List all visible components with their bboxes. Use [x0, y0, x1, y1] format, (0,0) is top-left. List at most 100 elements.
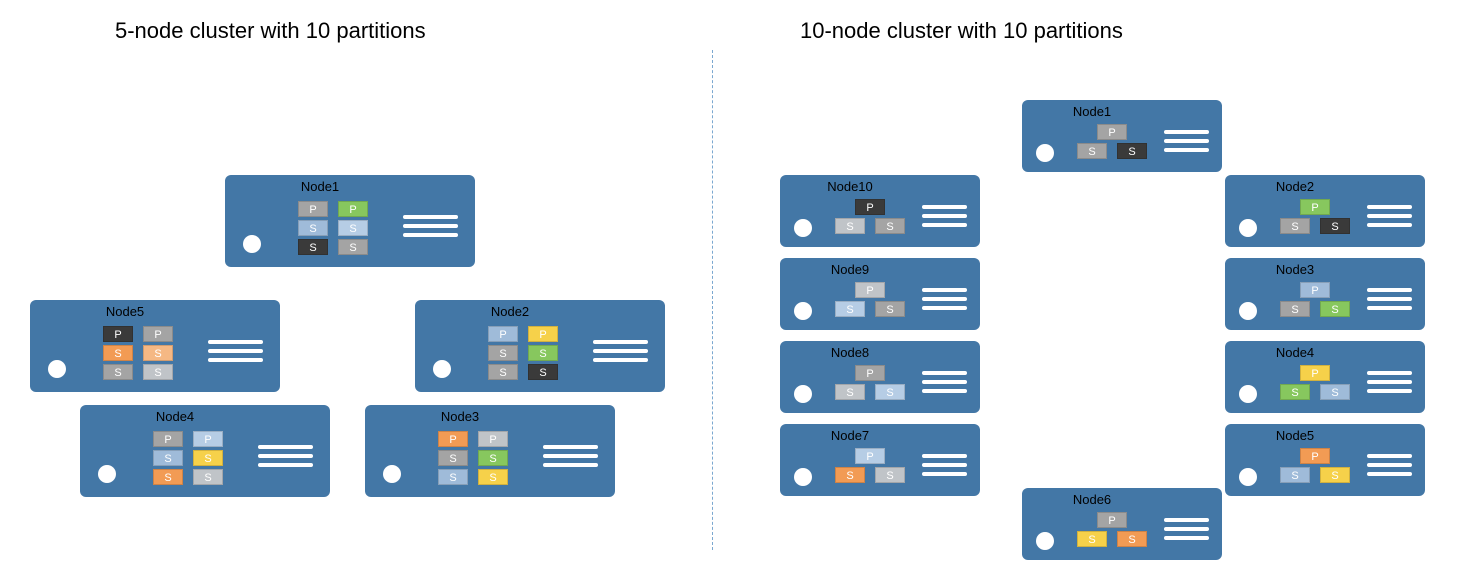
node-label: Node3	[365, 409, 555, 424]
node-drive-icon	[922, 454, 967, 476]
partition-cell: S	[835, 384, 865, 400]
partition-cell: P	[298, 201, 328, 217]
node-drive-icon	[922, 288, 967, 310]
right-node-r1: Node1PSS	[1022, 100, 1222, 172]
partition-cell: S	[528, 364, 558, 380]
node-drive-icon	[1164, 518, 1209, 540]
node-drive-icon	[543, 445, 598, 467]
partition-cell: S	[1320, 301, 1350, 317]
right-node-r3: Node3PSS	[1225, 258, 1425, 330]
node-indicator-icon	[243, 235, 261, 253]
node-label: Node5	[30, 304, 220, 319]
node-indicator-icon	[433, 360, 451, 378]
node-label: Node2	[1225, 179, 1365, 194]
node-drive-icon	[1367, 454, 1412, 476]
partition-cell: S	[1320, 384, 1350, 400]
node-drive-icon	[922, 205, 967, 227]
right-node-r7: Node7PSS	[780, 424, 980, 496]
partition-cell: S	[875, 301, 905, 317]
partition-cell: S	[103, 345, 133, 361]
node-indicator-icon	[1036, 532, 1054, 550]
partition-cell: S	[153, 469, 183, 485]
partition-cell: S	[1280, 218, 1310, 234]
node-label: Node9	[780, 262, 920, 277]
partition-cell: S	[153, 450, 183, 466]
node-drive-icon	[1367, 205, 1412, 227]
partition-cell: S	[835, 301, 865, 317]
partition-cell: P	[528, 326, 558, 342]
partition-cell: S	[1077, 531, 1107, 547]
node-label: Node4	[80, 409, 270, 424]
partition-cell: S	[193, 469, 223, 485]
partition-cell: S	[298, 220, 328, 236]
partition-cell: P	[1300, 199, 1330, 215]
partition-cell: S	[488, 345, 518, 361]
partition-cell: P	[103, 326, 133, 342]
node-indicator-icon	[794, 302, 812, 320]
node-drive-icon	[1367, 288, 1412, 310]
left-node-n3: Node3PPSSSS	[365, 405, 615, 497]
node-label: Node5	[1225, 428, 1365, 443]
left-node-n4: Node4PPSSSS	[80, 405, 330, 497]
right-node-r4: Node4 PSS	[1225, 341, 1425, 413]
node-label: Node10	[780, 179, 920, 194]
partition-cell: P	[1097, 512, 1127, 528]
node-indicator-icon	[1239, 219, 1257, 237]
partition-cell: P	[193, 431, 223, 447]
left-node-n1: Node1PPSSSS	[225, 175, 475, 267]
right-node-r10: Node10PSS	[780, 175, 980, 247]
partition-cell: S	[528, 345, 558, 361]
node-indicator-icon	[1239, 302, 1257, 320]
partition-cell: P	[855, 282, 885, 298]
partition-cell: S	[338, 220, 368, 236]
node-label: Node6	[1022, 492, 1162, 507]
node-drive-icon	[258, 445, 313, 467]
partition-cell: P	[1300, 282, 1330, 298]
partition-cell: S	[143, 345, 173, 361]
node-indicator-icon	[1036, 144, 1054, 162]
node-drive-icon	[1367, 371, 1412, 393]
partition-cell: S	[338, 239, 368, 255]
partition-cell: P	[1300, 365, 1330, 381]
right-node-r8: Node8PSS	[780, 341, 980, 413]
node-label: Node2	[415, 304, 605, 319]
partition-cell: S	[478, 469, 508, 485]
partition-cell: S	[875, 384, 905, 400]
partition-cell: S	[488, 364, 518, 380]
title-left: 5-node cluster with 10 partitions	[115, 18, 426, 44]
partition-cell: P	[1300, 448, 1330, 464]
node-label: Node4	[1225, 345, 1365, 360]
partition-cell: S	[1117, 531, 1147, 547]
left-node-n5: Node5PPSSSS	[30, 300, 280, 392]
node-indicator-icon	[1239, 385, 1257, 403]
partition-cell: S	[193, 450, 223, 466]
partition-cell: S	[875, 467, 905, 483]
node-drive-icon	[922, 371, 967, 393]
partition-cell: S	[143, 364, 173, 380]
partition-cell: P	[438, 431, 468, 447]
vertical-divider	[712, 50, 713, 550]
node-indicator-icon	[794, 385, 812, 403]
partition-cell: S	[438, 469, 468, 485]
partition-cell: S	[1280, 384, 1310, 400]
node-drive-icon	[593, 340, 648, 362]
partition-cell: P	[488, 326, 518, 342]
partition-cell: S	[1077, 143, 1107, 159]
node-indicator-icon	[383, 465, 401, 483]
node-drive-icon	[1164, 130, 1209, 152]
partition-cell: S	[1280, 301, 1310, 317]
node-label: Node8	[780, 345, 920, 360]
node-indicator-icon	[98, 465, 116, 483]
partition-cell: S	[1320, 467, 1350, 483]
partition-cell: P	[338, 201, 368, 217]
node-indicator-icon	[1239, 468, 1257, 486]
right-node-r9: Node9 PSS	[780, 258, 980, 330]
partition-cell: S	[835, 467, 865, 483]
left-node-n2: Node2PPSSSS	[415, 300, 665, 392]
partition-cell: S	[478, 450, 508, 466]
partition-cell: S	[1280, 467, 1310, 483]
node-indicator-icon	[48, 360, 66, 378]
partition-cell: S	[298, 239, 328, 255]
right-node-r6: Node6 PSS	[1022, 488, 1222, 560]
partition-cell: P	[1097, 124, 1127, 140]
